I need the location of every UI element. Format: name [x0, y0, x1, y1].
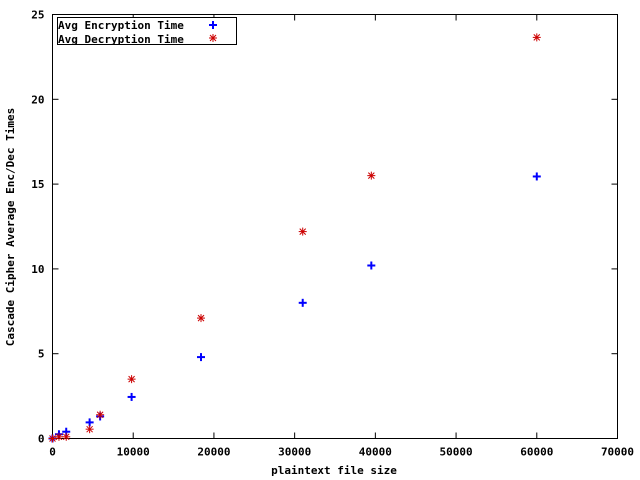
- encryption-point: [367, 261, 376, 270]
- data-points: [48, 33, 541, 443]
- y-axis-label: Cascade Cipher Average Enc/Dec Times: [4, 108, 17, 346]
- decryption-point: [298, 227, 307, 236]
- encryption-point: [85, 418, 94, 427]
- decryption-point: [532, 33, 541, 42]
- legend-label-decryption: Avg Decryption Time: [58, 33, 184, 46]
- y-tick-label: 15: [31, 178, 44, 191]
- plot-frame: [52, 14, 618, 439]
- decryption-point: [62, 432, 71, 441]
- legend: Avg Encryption Time Avg Decryption Time: [57, 17, 237, 46]
- x-tick-label: 30000: [278, 446, 311, 459]
- x-tick-label: 0: [49, 446, 56, 459]
- x-tick-label: 60000: [520, 446, 553, 459]
- x-axis-label: plaintext file size: [271, 464, 397, 477]
- decryption-point: [96, 410, 105, 419]
- x-tick-label: 10000: [117, 446, 150, 459]
- legend-box: [57, 17, 237, 45]
- encryption-point: [127, 392, 136, 401]
- decryption-point: [197, 314, 206, 323]
- axis-ticks: [52, 14, 618, 439]
- x-tick-label: 40000: [359, 446, 392, 459]
- decryption-point: [48, 434, 57, 443]
- legend-marker-decryption: [209, 34, 217, 42]
- legend-label-encryption: Avg Encryption Time: [58, 19, 184, 32]
- decryption-point: [54, 432, 63, 441]
- x-tick-label: 20000: [197, 446, 230, 459]
- decryption-point: [367, 171, 376, 180]
- x-tick-label: 70000: [601, 446, 634, 459]
- encryption-point: [532, 172, 541, 181]
- decryption-point: [85, 425, 94, 434]
- y-tick-label: 5: [38, 348, 45, 361]
- encryption-point: [197, 353, 206, 362]
- decryption-point: [127, 375, 136, 384]
- y-tick-label: 25: [31, 9, 44, 22]
- legend-marker-encryption: [209, 21, 217, 29]
- y-tick-label: 20: [31, 93, 44, 106]
- axis-tick-labels: 0 10000 20000 30000 40000 50000 60000 70000 0 5 10…: [31, 9, 634, 459]
- legend-markers: [209, 21, 217, 42]
- y-tick-label: 10: [31, 263, 44, 276]
- x-tick-label: 50000: [440, 446, 473, 459]
- y-tick-label: 0: [38, 433, 45, 446]
- encryption-point: [298, 298, 307, 307]
